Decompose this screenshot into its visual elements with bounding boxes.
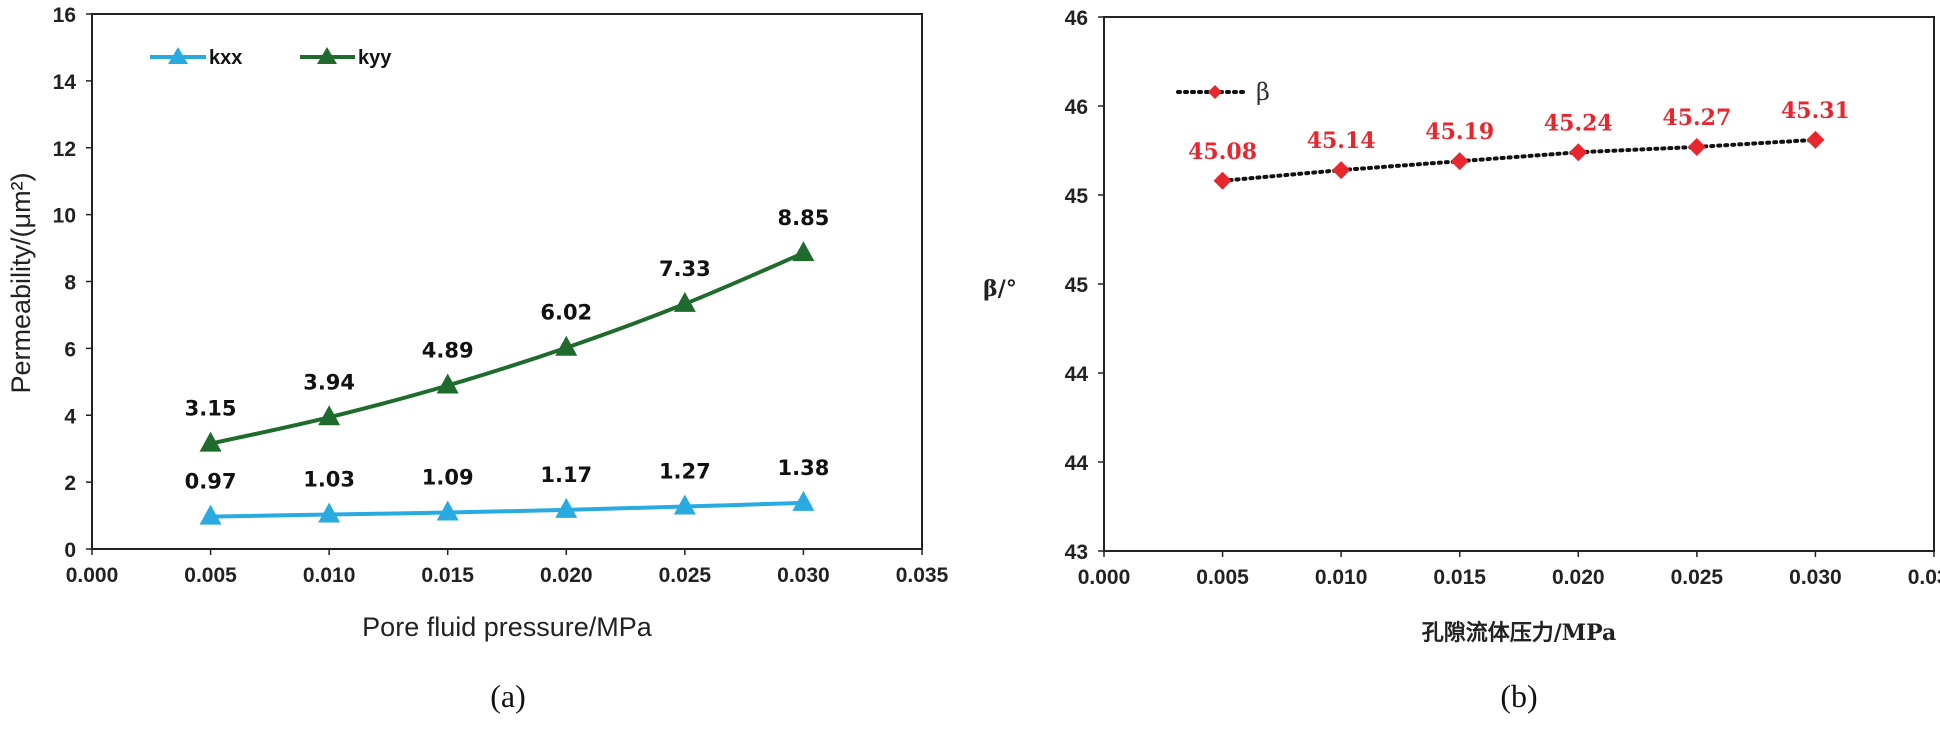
series-beta-point <box>1687 137 1706 156</box>
series-beta-data-label: 45.24 <box>1544 110 1613 136</box>
a-x-tick-label: 0.030 <box>777 564 830 587</box>
a-y-tick-label: 0 <box>64 539 76 562</box>
series-kxx-point <box>792 490 815 511</box>
b-x-tick-label: 0.025 <box>1671 566 1724 589</box>
a-y-tick-label: 2 <box>64 472 76 495</box>
series-kyy-line <box>210 251 805 446</box>
chart-a-y-axis-title: Permeability/(μm²) <box>6 172 36 393</box>
series-beta-point <box>1450 152 1469 171</box>
legend-beta-label: β <box>1256 78 1270 106</box>
a-y-tick-label: 4 <box>64 405 76 428</box>
series-kxx-point <box>673 494 696 515</box>
legend-kyy-label: kyy <box>358 47 392 69</box>
series-kyy-data-label: 6.02 <box>540 301 592 325</box>
chart-b-caption: (b) <box>1500 678 1537 714</box>
chart-b-x-axis-title: 孔隙流体压力/MPa <box>1422 620 1617 646</box>
series-kxx-data-label: 0.97 <box>185 470 237 494</box>
a-y-tick-label: 8 <box>64 272 76 295</box>
chart-b-y-axis-title: β/° <box>983 276 1017 302</box>
a-x-tick-label: 0.020 <box>540 564 593 587</box>
b-y-tick-label: 46 <box>1065 96 1088 119</box>
series-kyy-point <box>555 335 578 356</box>
chart-a-caption: (a) <box>490 678 526 714</box>
series-kxx-line <box>210 500 804 519</box>
b-y-tick-label: 44 <box>1065 363 1089 386</box>
series-beta-data-label: 45.31 <box>1781 98 1850 124</box>
series-kxx-data-label: 1.27 <box>659 460 711 484</box>
series-kxx-point <box>199 504 222 525</box>
b-y-tick-label: 44 <box>1065 452 1089 475</box>
series-beta-line <box>1220 137 1818 183</box>
a-y-tick-label: 14 <box>53 71 77 94</box>
series-kyy-point <box>318 405 341 426</box>
a-x-tick-label: 0.000 <box>66 564 119 587</box>
chart-a-x-axis-title: Pore fluid pressure/MPa <box>362 612 653 642</box>
series-kyy-data-label: 3.15 <box>185 397 237 421</box>
b-x-tick-label: 0.035 <box>1908 566 1940 589</box>
a-x-tick-label: 0.035 <box>896 564 949 587</box>
series-kxx-data-label: 1.09 <box>422 466 474 490</box>
a-x-tick-label: 0.010 <box>303 564 356 587</box>
series-beta-data-label: 45.14 <box>1307 128 1376 154</box>
series-beta-point <box>1213 171 1232 190</box>
series-beta-data-label: 45.08 <box>1188 139 1257 165</box>
chart-b: 0.000 0.005 0.010 0.015 0.020 0.025 0.030 0.035… <box>983 7 1940 714</box>
series-kyy-data-label: 4.89 <box>422 338 474 362</box>
a-y-tick-label: 12 <box>53 138 76 161</box>
b-y-tick-label: 46 <box>1065 7 1088 30</box>
a-y-tick-label: 6 <box>64 338 76 361</box>
b-y-tick-label: 43 <box>1065 541 1088 564</box>
a-x-tick-label: 0.015 <box>421 564 474 587</box>
series-kyy-data-label: 7.33 <box>659 257 711 281</box>
chart-a: 0.000 0.005 0.010 0.015 0.020 0.025 0.030 0.035… <box>6 4 949 714</box>
series-kxx-point <box>318 502 341 523</box>
series-kxx-data-label: 1.17 <box>540 463 592 487</box>
a-x-tick-label: 0.025 <box>659 564 712 587</box>
chart-a-legend: kxx kyy <box>150 47 392 69</box>
series-kxx-data-label: 1.03 <box>303 468 355 492</box>
series-beta-data-label: 45.19 <box>1425 119 1494 145</box>
series-kyy-point <box>673 291 696 312</box>
b-y-tick-label: 45 <box>1065 274 1089 297</box>
series-kyy-data-label: 3.94 <box>303 370 355 394</box>
series-kyy-point <box>199 431 222 452</box>
legend-kxx-marker <box>168 47 188 64</box>
series-kxx-point <box>555 497 578 518</box>
series-kxx-data-label: 1.38 <box>778 456 830 480</box>
b-x-tick-label: 0.005 <box>1196 566 1249 589</box>
series-kyy-data-label: 8.85 <box>778 206 830 230</box>
b-x-tick-label: 0.015 <box>1433 566 1486 589</box>
series-beta-data-label: 45.27 <box>1662 105 1731 131</box>
b-y-tick-label: 45 <box>1065 185 1089 208</box>
chart-b-legend: β <box>1176 78 1270 106</box>
series-beta-point <box>1806 130 1825 149</box>
series-beta-point <box>1332 161 1351 180</box>
legend-beta-marker <box>1208 85 1222 99</box>
b-x-tick-label: 0.000 <box>1078 566 1131 589</box>
series-kyy-point <box>792 241 815 262</box>
b-x-tick-label: 0.030 <box>1789 566 1842 589</box>
b-x-tick-label: 0.010 <box>1315 566 1368 589</box>
legend-kyy-marker <box>317 47 337 64</box>
series-kxx-point <box>436 500 459 521</box>
a-y-tick-label: 16 <box>53 4 76 27</box>
a-y-tick-label: 10 <box>53 205 76 228</box>
legend-kxx-label: kxx <box>209 47 242 69</box>
a-x-tick-label: 0.005 <box>184 564 237 587</box>
b-x-tick-label: 0.020 <box>1552 566 1605 589</box>
series-kyy-point <box>436 373 459 394</box>
series-beta-point <box>1569 143 1588 162</box>
